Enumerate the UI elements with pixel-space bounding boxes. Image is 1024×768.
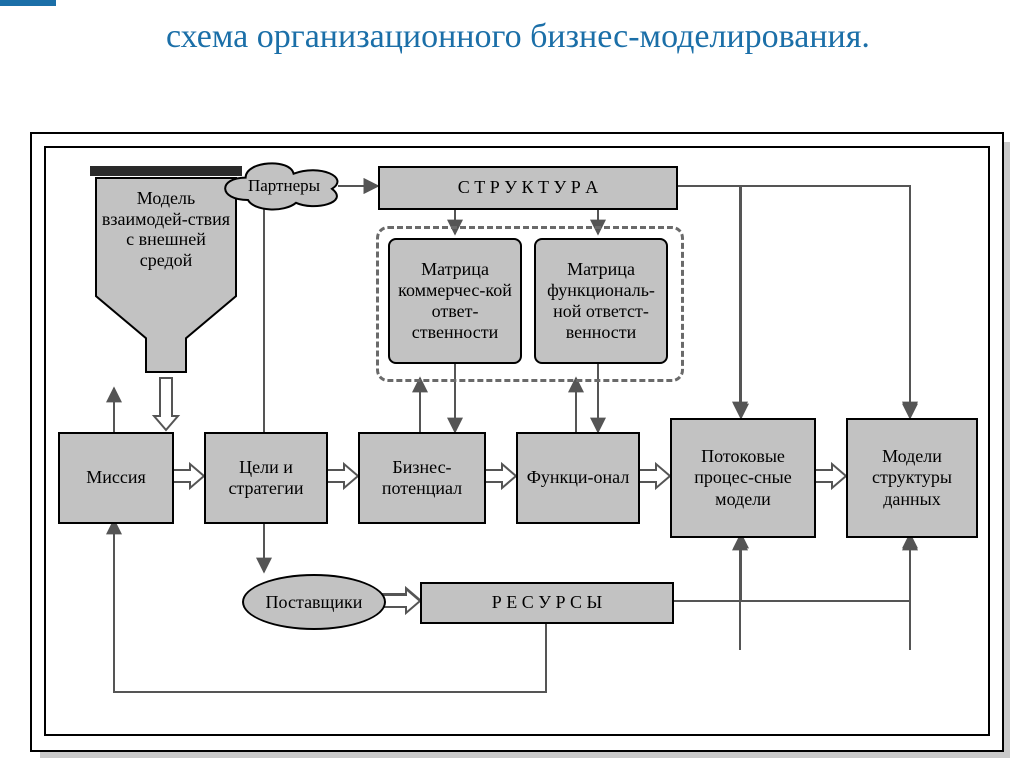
funnel-label: Модель взаимодей-ствия с внешней средой: [100, 188, 232, 271]
node-functional: Функци-онал: [516, 432, 640, 524]
node-resources: Р Е С У Р С Ы: [420, 582, 674, 624]
slide-title: схема организационного бизнес-моделирова…: [166, 18, 936, 56]
node-flow-models: Потоковые процес-сные модели: [670, 418, 816, 538]
node-matrix-functional: Матрица функциональ-ной ответст-венности: [534, 238, 668, 364]
accent-bar: [0, 0, 56, 6]
node-mission: Миссия: [58, 432, 174, 524]
node-goals: Цели и стратегии: [204, 432, 328, 524]
node-structure: С Т Р У К Т У Р А: [378, 166, 678, 210]
partners-label: Партнеры: [224, 158, 344, 214]
node-matrix-commercial: Матрица коммерчес-кой ответ-ственности: [388, 238, 522, 364]
node-suppliers: Поставщики: [242, 574, 386, 630]
node-data-models: Модели структуры данных: [846, 418, 978, 538]
node-potential: Бизнес-потенциал: [358, 432, 486, 524]
